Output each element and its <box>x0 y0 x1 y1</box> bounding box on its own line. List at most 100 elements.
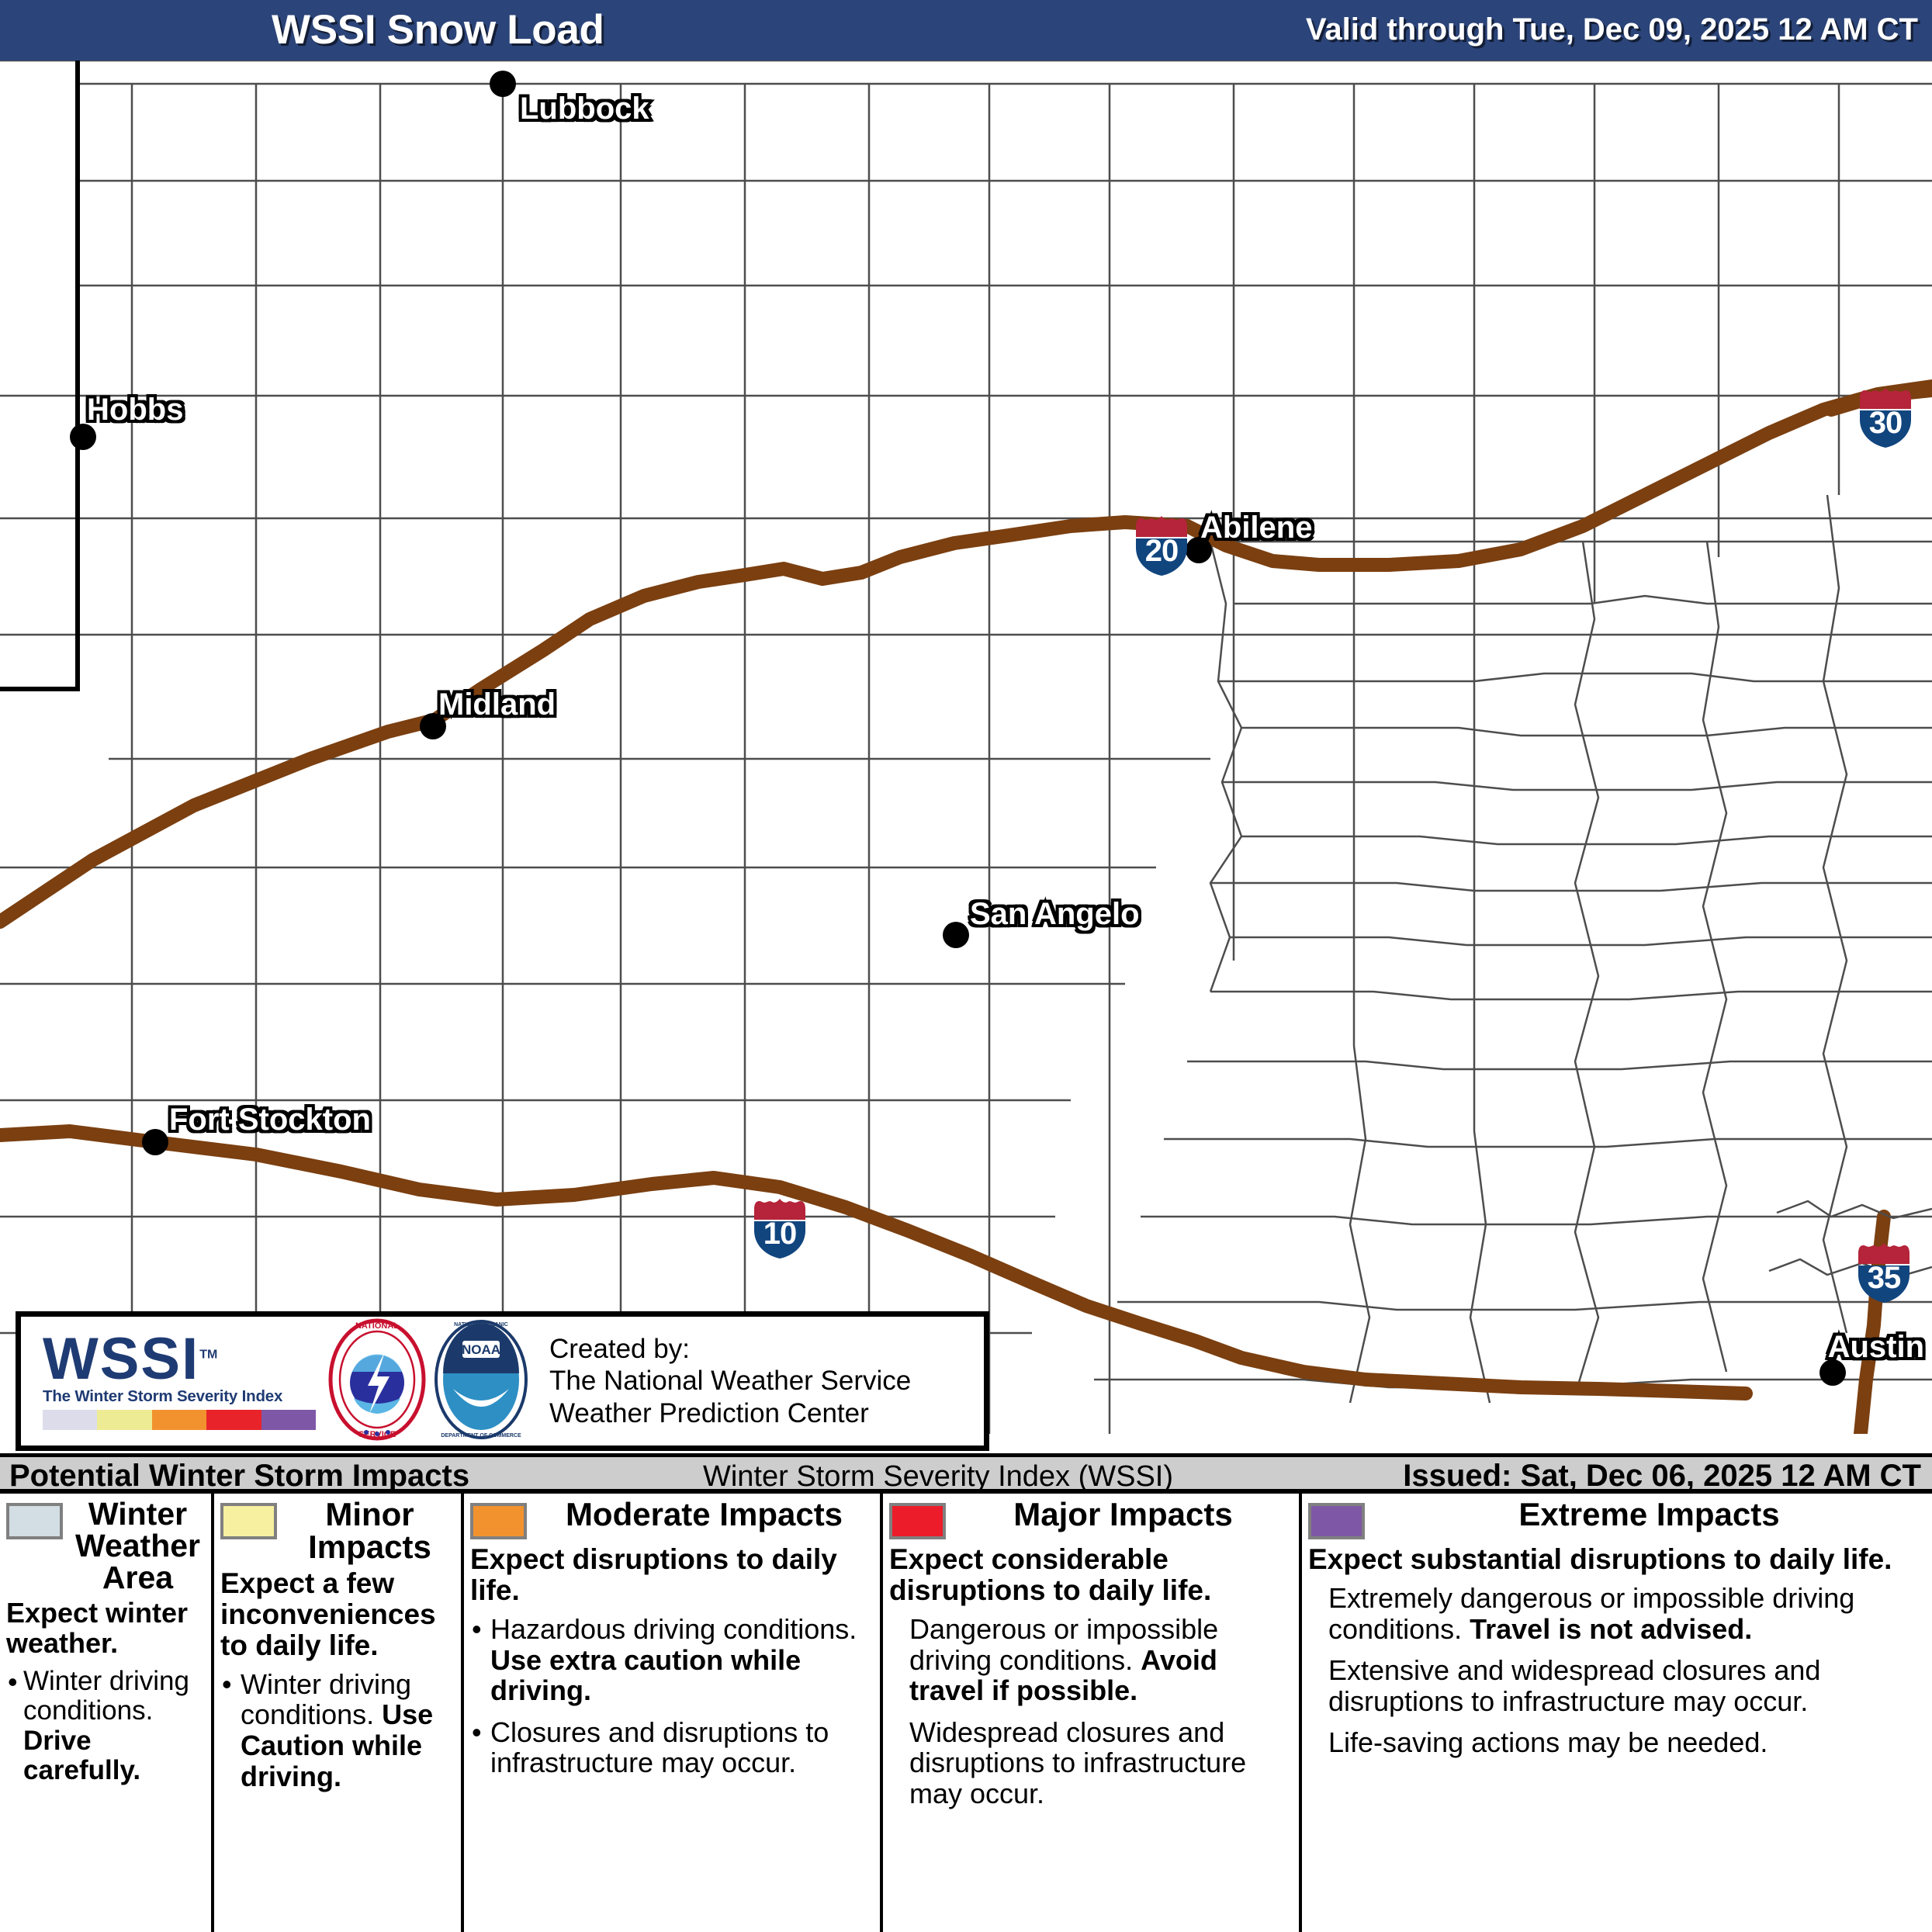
wssi-index-label: Winter Storm Severity Index (WSSI) <box>703 1460 1174 1493</box>
legend-bullet: • Winter driving conditions. Use Caution… <box>220 1669 455 1792</box>
legend-swatch-major-impacts <box>889 1503 946 1539</box>
bullet-dot-icon: • <box>472 1612 482 1645</box>
legend-column-winter-weather-area: Winter Weather Area Expect winter weathe… <box>0 1494 211 1932</box>
state-boundary <box>0 61 80 691</box>
city-dot-fort-stockton <box>142 1129 168 1155</box>
city-dot-lubbock <box>490 71 516 97</box>
legend-lead-moderate-impacts: Expect disruptions to daily life. <box>470 1543 837 1606</box>
wssi-credit-box: WSSITM The Winter Storm Severity Index <box>16 1311 989 1451</box>
legend-bullets-moderate-impacts: • Hazardous driving conditions. Use extr… <box>470 1614 874 1778</box>
legend-column-extreme-impacts: Extreme Impacts Expect substantial disru… <box>1299 1494 1932 1932</box>
bullet-text-bold: Drive carefully. <box>23 1725 141 1786</box>
bullet-text-bold: Use Caution while driving. <box>241 1698 434 1792</box>
interstate-shield-20-icon: 20 <box>1133 514 1190 577</box>
issued-label: Issued: Sat, Dec 06, 2025 12 AM CT <box>1403 1459 1921 1493</box>
legend-lead-winter-weather-area: Expect winter weather. <box>6 1597 189 1659</box>
interstate-shield-30-icon: 30 <box>1857 386 1914 449</box>
city-dot-austin <box>1819 1359 1846 1386</box>
legend-title-winter-weather-area: Winter Weather Area <box>74 1496 201 1595</box>
legend-column-moderate-impacts: Moderate Impacts Expect disruptions to d… <box>461 1494 880 1932</box>
bullet-text-plain: Life-saving actions may be needed. <box>1328 1726 1768 1759</box>
bullet-text-plain: Extremely dangerous or impossible drivin… <box>1328 1581 1855 1645</box>
legend-bullet: • Closures and disruptions to infrastruc… <box>470 1716 874 1779</box>
bullet-dot-icon: • <box>8 1665 18 1698</box>
legend-title-moderate-impacts: Moderate Impacts <box>565 1496 843 1532</box>
scale-swatch-moderate <box>151 1409 207 1430</box>
status-bar: Potential Winter Storm Impacts Winter St… <box>0 1453 1932 1494</box>
legend-bullet: Life-saving actions may be needed. <box>1308 1727 1926 1758</box>
bullet-text-plain: Widespread closures and disruptions to i… <box>909 1716 1247 1809</box>
legend-swatch-minor-impacts <box>220 1503 277 1539</box>
created-by-label: Created by: <box>549 1334 690 1365</box>
national-weather-service-seal-icon: NATIONAL SERVICE <box>327 1317 427 1446</box>
created-by-block: Created by: The National Weather Service… <box>531 1333 911 1429</box>
city-label-san-angelo: San Angelo <box>968 895 1143 934</box>
bullet-text-bold: Avoid travel if possible. <box>909 1643 1217 1707</box>
scale-swatch-extreme <box>261 1409 317 1430</box>
bullet-text-bold: Use extra caution while driving. <box>490 1643 802 1707</box>
map-canvas[interactable]: Lubbock Hobbs Abilene Midland San Angelo… <box>0 61 1932 1434</box>
wssi-trademark: TM <box>199 1348 218 1362</box>
legend-bullet: Dangerous or impossible driving conditio… <box>889 1614 1293 1706</box>
interstate-number: 30 <box>1868 406 1903 440</box>
city-label-austin: Austin <box>1825 1328 1927 1367</box>
legend-swatch-winter-weather-area <box>6 1503 63 1539</box>
legend-title-extreme-impacts: Extreme Impacts <box>1518 1496 1780 1532</box>
city-dot-abilene <box>1186 537 1212 563</box>
legend-swatch-extreme-impacts <box>1308 1503 1365 1539</box>
bullet-text-bold: Travel is not advised. <box>1470 1612 1753 1645</box>
created-by-center: Weather Prediction Center <box>549 1397 869 1428</box>
legend-bullet: • Winter driving conditions. Drive caref… <box>6 1665 205 1786</box>
valid-through-text: Valid through Tue, Dec 09, 2025 12 AM CT <box>1305 12 1918 47</box>
legend-bullets-major-impacts: Dangerous or impossible driving conditio… <box>889 1614 1293 1809</box>
interstate-shield-35-icon: 35 <box>1855 1241 1913 1304</box>
bullet-text-plain: Extensive and widespread closures and di… <box>1328 1654 1821 1717</box>
page-title: WSSI Snow Load <box>272 7 604 53</box>
scale-swatch-winter-weather <box>43 1409 98 1430</box>
city-dot-hobbs <box>70 424 96 450</box>
wssi-logo: WSSITM The Winter Storm Severity Index <box>21 1330 327 1430</box>
city-label-fort-stockton: Fort Stockton <box>167 1100 374 1140</box>
legend-bullet: Extensive and widespread closures and di… <box>1308 1655 1926 1716</box>
bullet-dot-icon: • <box>222 1667 232 1700</box>
bullet-text-plain: Winter driving conditions. <box>241 1667 412 1731</box>
legend-column-major-impacts: Major Impacts Expect considerable disrup… <box>880 1494 1299 1932</box>
city-label-lubbock: Lubbock <box>518 89 653 129</box>
svg-text:DEPARTMENT OF COMMERCE: DEPARTMENT OF COMMERCE <box>441 1433 521 1439</box>
potential-impacts-label: Potential Winter Storm Impacts <box>9 1459 470 1493</box>
legend-swatch-moderate-impacts <box>470 1503 527 1539</box>
bullet-text-plain: Closures and disruptions to infrastructu… <box>490 1716 829 1779</box>
interstate-number: 35 <box>1867 1261 1902 1295</box>
bullet-text-plain: Dangerous or impossible driving conditio… <box>909 1612 1219 1676</box>
legend-lead-major-impacts: Expect considerable disruptions to daily… <box>889 1543 1212 1606</box>
city-label-abilene: Abilene <box>1197 508 1315 548</box>
interstate-number: 20 <box>1144 534 1179 568</box>
bullet-text-plain: Winter driving conditions. <box>23 1665 189 1726</box>
impacts-legend: Winter Weather Area Expect winter weathe… <box>0 1494 1932 1932</box>
wssi-color-scale <box>43 1409 317 1430</box>
city-label-hobbs: Hobbs <box>84 390 185 430</box>
legend-bullet: Widespread closures and disruptions to i… <box>889 1716 1293 1809</box>
legend-bullets-minor-impacts: • Winter driving conditions. Use Caution… <box>220 1669 455 1792</box>
wssi-wordmark-text: WSSI <box>43 1326 200 1393</box>
county-boundaries <box>0 61 1932 1434</box>
wssi-wordmark: WSSITM <box>43 1330 327 1389</box>
page-header: WSSI Snow Load Valid through Tue, Dec 09… <box>0 0 1932 61</box>
legend-title-minor-impacts: Minor Impacts <box>308 1496 431 1565</box>
interstate-shield-10-icon: 10 <box>751 1196 808 1260</box>
legend-bullets-winter-weather-area: • Winter driving conditions. Drive caref… <box>6 1665 205 1786</box>
highway-interstates <box>0 379 1932 1434</box>
legend-column-minor-impacts: Minor Impacts Expect a few inconvenience… <box>211 1494 461 1932</box>
wssi-tagline: The Winter Storm Severity Index <box>43 1387 283 1405</box>
svg-text:NATIONAL OCEANIC: NATIONAL OCEANIC <box>454 1322 508 1328</box>
bullet-text-plain: Hazardous driving conditions. <box>490 1612 857 1645</box>
city-dot-midland <box>420 713 446 739</box>
scale-swatch-major <box>206 1409 261 1430</box>
interstate-number: 10 <box>763 1217 798 1251</box>
legend-lead-extreme-impacts: Expect substantial disruptions to daily … <box>1308 1543 1892 1575</box>
created-by-organization: The National Weather Service <box>549 1366 912 1397</box>
city-label-midland: Midland <box>435 685 558 725</box>
legend-bullet: Extremely dangerous or impossible drivin… <box>1308 1583 1926 1644</box>
map-geography <box>0 61 1932 1434</box>
